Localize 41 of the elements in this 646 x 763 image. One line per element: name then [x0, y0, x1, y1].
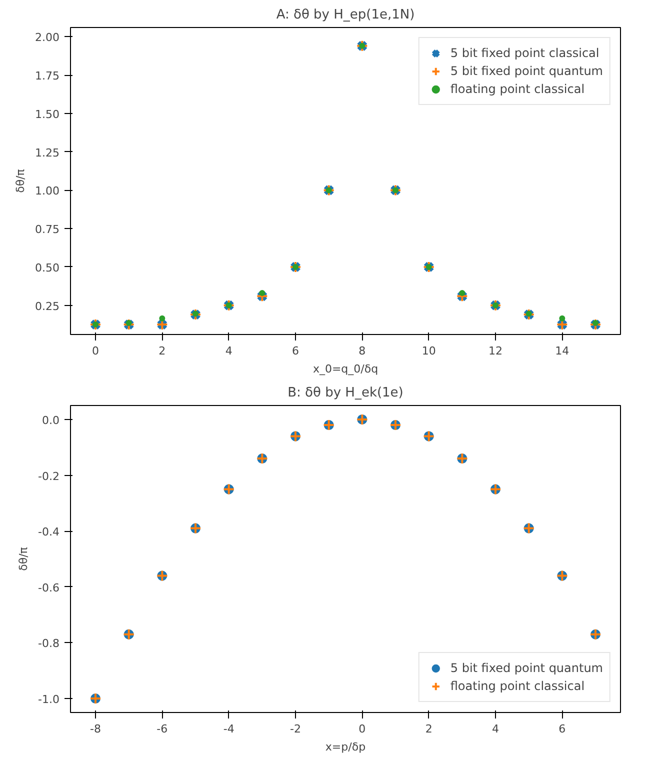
y-tick-label: 0.50 — [35, 261, 60, 274]
x-tick-label: 2 — [158, 344, 166, 358]
x-tick-label: 0 — [358, 722, 366, 736]
y-axis-title: δθ/π — [14, 168, 28, 193]
y-axis-title: δθ/π — [17, 546, 30, 571]
legend-label: 5 bit fixed point quantum — [450, 63, 603, 80]
x-tick-label: 6 — [292, 344, 299, 358]
y-tick-label: 1.50 — [35, 108, 60, 121]
x-tick-label: -6 — [156, 722, 168, 736]
x-tick-label: -8 — [90, 722, 101, 736]
legend-label: 5 bit fixed point classical — [450, 45, 600, 62]
y-tick-label: 1.25 — [35, 146, 60, 160]
y-tick-label: 1.75 — [35, 70, 60, 83]
x-tick-label: 10 — [422, 344, 436, 358]
legend-label: 5 bit fixed point quantum — [450, 660, 603, 677]
x-tick-label: 12 — [488, 344, 502, 358]
y-tick-label: 0.25 — [35, 300, 60, 313]
legend-label: floating point classical — [450, 81, 585, 98]
x-tick-label: 8 — [358, 344, 366, 358]
x-tick-label: 4 — [492, 722, 499, 736]
x-tick-label: 4 — [225, 344, 232, 358]
chart-title: A: δθ by H_ep(1e,1N) — [276, 8, 415, 22]
y-tick-label: -0.2 — [38, 470, 60, 483]
y-tick-label: 0.75 — [35, 223, 60, 236]
x-tick-label: -4 — [223, 722, 234, 736]
y-tick-label: -0.4 — [38, 526, 60, 539]
y-tick-label: -0.6 — [38, 581, 60, 594]
x-axis-title: x_0=q_0/δq — [312, 362, 378, 376]
x-tick-label: -2 — [290, 722, 301, 736]
y-tick-label: 0.0 — [42, 414, 60, 427]
chart-title: B: δθ by H_ek(1e) — [288, 386, 404, 400]
x-tick-label: 2 — [425, 722, 432, 736]
x-axis-title: x=p/δp — [325, 740, 366, 754]
x-tick-label: 6 — [558, 722, 566, 736]
x-tick-label: 0 — [92, 344, 99, 358]
y-tick-label: -1.0 — [38, 693, 60, 706]
y-tick-label: 2.00 — [35, 31, 60, 44]
x-tick-label: 14 — [555, 344, 570, 358]
y-tick-label: -0.8 — [38, 637, 60, 650]
y-tick-label: 1.00 — [35, 184, 60, 198]
legend-label: floating point classical — [450, 678, 585, 695]
